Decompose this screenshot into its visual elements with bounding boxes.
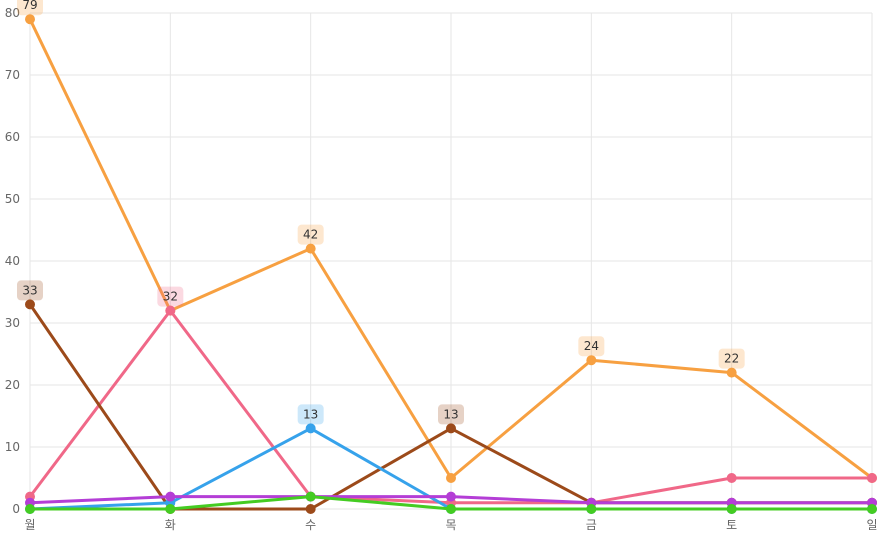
data-point[interactable] — [25, 504, 35, 514]
data-label: 13 — [438, 404, 464, 425]
y-tick-label: 80 — [5, 6, 20, 20]
axes: 0 10 20 30 40 50 60 70 80 월 화 수 목 금 토 일 — [5, 6, 878, 532]
data-point[interactable] — [305, 504, 316, 514]
x-tick-label: 수 — [305, 518, 316, 532]
x-tick-label: 월 — [24, 518, 35, 532]
data-label-badge — [297, 404, 324, 425]
data-label: 24 — [578, 336, 605, 357]
y-tick-label: 60 — [5, 130, 20, 144]
data-point[interactable] — [305, 243, 316, 254]
data-point[interactable] — [867, 473, 877, 483]
x-tick-label: 금 — [586, 518, 597, 532]
data-point[interactable] — [726, 367, 737, 378]
data-label-badge — [718, 348, 745, 369]
data-point[interactable] — [586, 504, 597, 514]
y-tick-label: 50 — [5, 192, 20, 206]
series — [25, 14, 877, 514]
data-point[interactable] — [25, 14, 35, 25]
grid — [29, 12, 873, 510]
data-label: 33 — [17, 280, 43, 301]
data-point[interactable] — [305, 491, 316, 502]
data-label-text: 13 — [303, 407, 318, 421]
x-tick-label: 목 — [445, 518, 456, 532]
data-label-text: 79 — [22, 0, 37, 12]
data-label: 42 — [297, 224, 324, 245]
data-label-text: 13 — [443, 407, 458, 421]
data-point[interactable] — [446, 504, 456, 514]
data-point[interactable] — [165, 491, 176, 502]
data-label-badge — [297, 224, 324, 245]
y-tick-label: 10 — [5, 440, 20, 454]
data-point[interactable] — [446, 423, 456, 434]
y-tick-label: 0 — [12, 502, 20, 516]
data-label-badge — [17, 0, 43, 16]
data-label: 32 — [157, 286, 184, 307]
data-label: 13 — [297, 404, 324, 425]
data-point[interactable] — [25, 299, 35, 310]
data-labels: 79 42 24 22 32 33 13 13 — [17, 0, 745, 425]
data-point[interactable] — [165, 305, 176, 316]
data-point[interactable] — [446, 491, 456, 502]
x-tick-label: 토 — [726, 518, 737, 532]
x-tick-label: 일 — [866, 518, 877, 532]
data-point[interactable] — [446, 473, 456, 483]
data-point[interactable] — [726, 473, 737, 483]
x-tick-label: 화 — [165, 518, 176, 532]
data-label-text: 42 — [303, 228, 318, 242]
data-point[interactable] — [165, 504, 176, 514]
y-tick-label: 40 — [5, 254, 20, 268]
data-point[interactable] — [305, 423, 316, 434]
data-point[interactable] — [586, 355, 597, 366]
data-label: 79 — [17, 0, 43, 16]
data-label-text: 22 — [724, 352, 739, 366]
data-label-badge — [17, 280, 43, 301]
y-tick-label: 30 — [5, 316, 20, 330]
data-label-badge — [438, 404, 464, 425]
data-label-text: 33 — [22, 283, 37, 297]
data-label-text: 24 — [584, 339, 599, 353]
data-label-text: 32 — [163, 290, 178, 304]
y-tick-label: 70 — [5, 68, 20, 82]
data-label-badge — [578, 336, 605, 357]
data-label-badge — [157, 286, 184, 307]
series-5 — [25, 491, 877, 514]
data-point[interactable] — [726, 504, 737, 514]
data-point[interactable] — [867, 504, 877, 514]
data-label: 22 — [718, 348, 745, 369]
y-tick-label: 20 — [5, 378, 20, 392]
